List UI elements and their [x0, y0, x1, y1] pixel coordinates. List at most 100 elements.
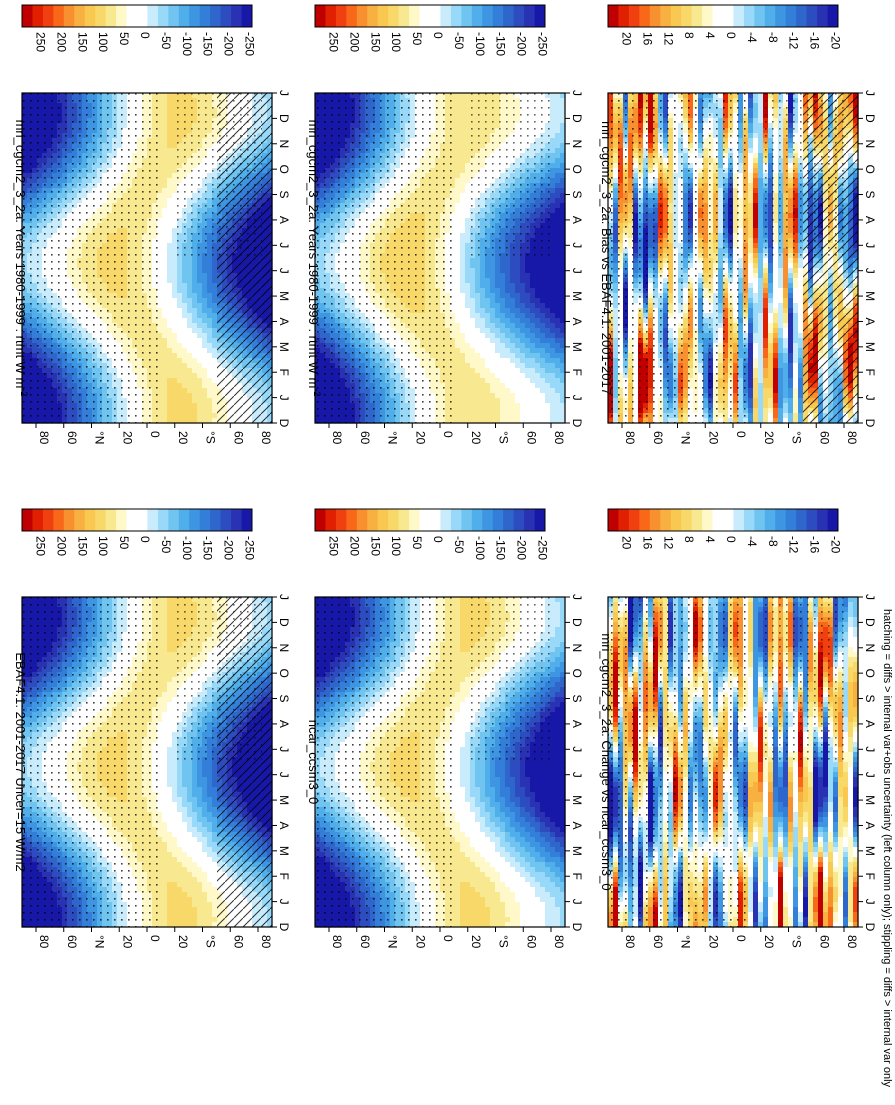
- heatmap-cell: [187, 358, 193, 364]
- heatmap-cell: [187, 383, 193, 389]
- heatmap-cell: [157, 223, 163, 229]
- heatmap-cell: [197, 298, 203, 304]
- heatmap-cell: [212, 313, 218, 319]
- heatmap-cell: [167, 393, 173, 399]
- heatmap-cell: [167, 313, 173, 319]
- heatmap-cell: [167, 238, 173, 244]
- heatmap-cell: [182, 343, 188, 349]
- heatmap-cell: [197, 343, 203, 349]
- heatmap-cell: [157, 348, 163, 354]
- colorbar-label: -200: [222, 32, 236, 56]
- heatmap-cell: [162, 213, 168, 219]
- heatmap-cell: [172, 153, 178, 159]
- heatmap-cell: [172, 233, 178, 239]
- heatmap-cell: [162, 418, 168, 424]
- heatmap-cell: [162, 378, 168, 384]
- heatmap-cell: [167, 188, 173, 194]
- heatmap-cell: [162, 163, 168, 169]
- heatmap-cell: [162, 173, 168, 179]
- heatmap-cell: [172, 133, 178, 139]
- heatmap-cell: [162, 398, 168, 404]
- heatmap-cell: [177, 303, 183, 309]
- heatmap-cell: [177, 283, 183, 289]
- heatmap-cell: [192, 258, 198, 264]
- heatmap-cell: [162, 308, 168, 314]
- heatmap-cell: [162, 383, 168, 389]
- heatmap-cell: [162, 298, 168, 304]
- heatmap-cell: [192, 403, 198, 409]
- heatmap-cell: [172, 263, 178, 269]
- heatmap-cell: [167, 233, 173, 239]
- heatmap-cell: [157, 228, 163, 234]
- colorbar-swatch: [137, 5, 148, 27]
- heatmap-cell: [157, 418, 163, 424]
- heatmap-cell: [197, 323, 203, 329]
- heatmap-cell: [167, 338, 173, 344]
- colorbar-label: -100: [180, 32, 194, 56]
- heatmap-cell: [162, 363, 168, 369]
- colorbar-swatch: [231, 5, 242, 27]
- heatmap-cell: [157, 363, 163, 369]
- heatmap-cell: [167, 318, 173, 324]
- heatmap-cell: [162, 268, 168, 274]
- heatmap-cell: [167, 163, 173, 169]
- month-tick-label: D: [277, 114, 291, 123]
- heatmap-cell: [162, 208, 168, 214]
- heatmap-cell: [172, 158, 178, 164]
- heatmap-cell: [207, 263, 213, 269]
- heatmap-cell: [167, 418, 173, 424]
- heatmap-cell: [177, 313, 183, 319]
- heatmap-cell: [187, 403, 193, 409]
- heatmap-cell: [182, 378, 188, 384]
- heatmap-cell: [192, 263, 198, 269]
- heatmap-cell: [172, 278, 178, 284]
- heatmap-cell: [167, 133, 173, 139]
- heatmap-cell: [157, 373, 163, 379]
- heatmap-cell: [172, 293, 178, 299]
- month-tick-label: S: [277, 191, 291, 199]
- heatmap-cell: [202, 303, 208, 309]
- heatmap-cell: [172, 288, 178, 294]
- heatmap-cell: [157, 343, 163, 349]
- heatmap-cell: [207, 368, 213, 374]
- heatmap-cell: [157, 398, 163, 404]
- heatmap-cell: [192, 338, 198, 344]
- heatmap-cell: [162, 338, 168, 344]
- heatmap-cell: [177, 338, 183, 344]
- heatmap-cell: [192, 343, 198, 349]
- heatmap-cell: [187, 353, 193, 359]
- heatmap-cell: [177, 258, 183, 264]
- colorbar-swatch: [178, 5, 190, 27]
- month-tick-label: M: [277, 291, 291, 301]
- heatmap-cell: [192, 323, 198, 329]
- heatmap-cell: [167, 203, 173, 209]
- month-tick-label: F: [277, 369, 291, 376]
- heatmap-cell: [167, 183, 173, 189]
- heatmap-cell: [167, 198, 173, 204]
- heatmap-cell: [162, 153, 168, 159]
- heatmap-cell: [202, 273, 208, 279]
- heatmap-cell: [157, 323, 163, 329]
- heatmap-cell: [177, 363, 183, 369]
- colorbar-swatch: [63, 5, 75, 27]
- heatmap-cell: [172, 303, 178, 309]
- heatmap-cell: [157, 243, 163, 249]
- heatmap-cell: [162, 273, 168, 279]
- heatmap-cell: [157, 258, 163, 264]
- heatmap-cell: [167, 383, 173, 389]
- heatmap-cell: [172, 313, 178, 319]
- heatmap-cell: [167, 268, 173, 274]
- heatmap-cell: [167, 243, 173, 249]
- heatmap-cell: [212, 258, 218, 264]
- colorbar-swatch: [105, 5, 117, 27]
- heatmap-cell: [207, 313, 213, 319]
- heatmap-cell: [192, 418, 198, 424]
- colorbar-swatch: [199, 5, 211, 27]
- heatmap-cell: [207, 323, 213, 329]
- heatmap-cell: [157, 218, 163, 224]
- heatmap-cell: [187, 323, 193, 329]
- heatmap-cell: [192, 373, 198, 379]
- heatmap-cell: [182, 333, 188, 339]
- heatmap-cell: [212, 418, 218, 424]
- heatmap-cell: [162, 223, 168, 229]
